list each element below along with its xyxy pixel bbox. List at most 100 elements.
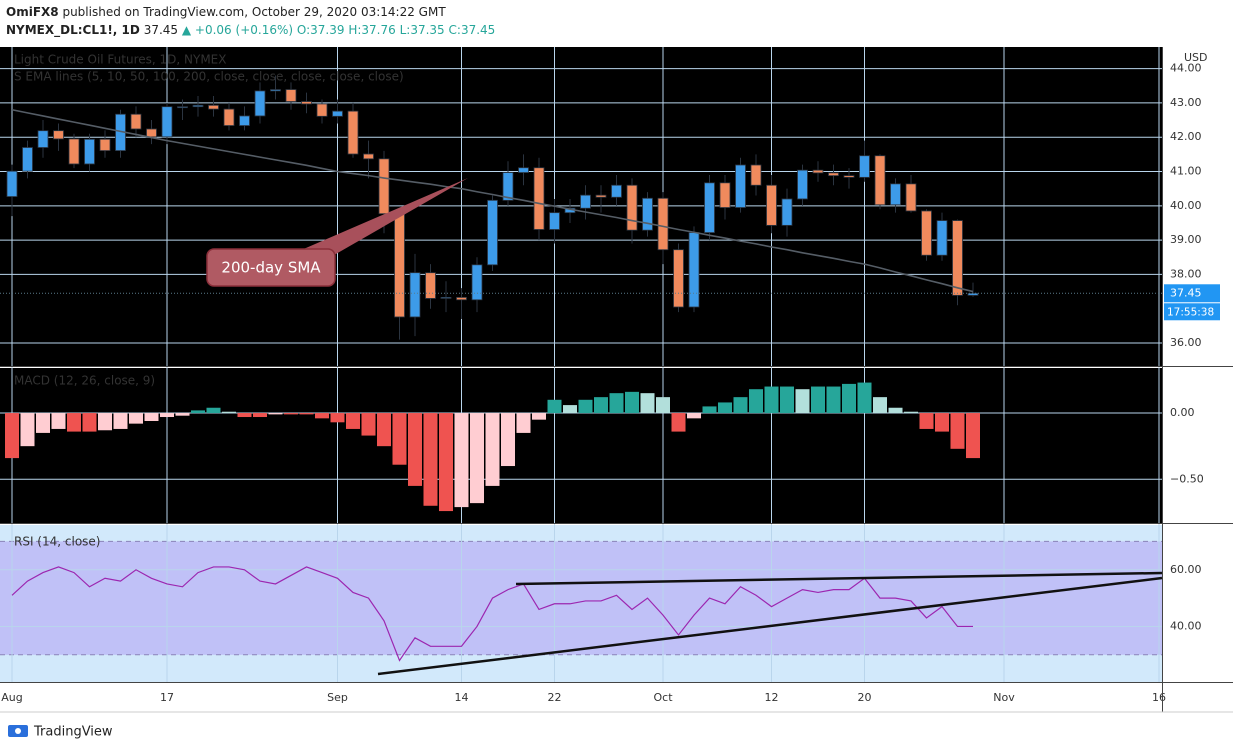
candle-body xyxy=(611,184,622,198)
logo xyxy=(8,725,28,737)
candle-body xyxy=(378,158,390,215)
footer-brand: TradingView xyxy=(33,725,113,740)
candle-body xyxy=(471,264,483,301)
pane-background xyxy=(0,368,1162,523)
candle-body xyxy=(642,197,653,231)
candle-body xyxy=(533,167,545,230)
macd-bar xyxy=(284,413,298,415)
change: ▲ +0.06 (+0.16%) xyxy=(182,23,293,37)
macd-bar xyxy=(20,413,35,447)
x-tick-label: 17 xyxy=(160,691,174,704)
candle-body xyxy=(316,103,328,117)
macd-bar xyxy=(361,413,376,436)
macd-bar xyxy=(470,413,484,504)
sma-line xyxy=(11,108,974,293)
macd-bar xyxy=(485,413,500,486)
macd-bar xyxy=(702,406,717,414)
candle-body xyxy=(332,110,343,117)
candle-body xyxy=(6,170,18,197)
macd-bar xyxy=(547,399,562,414)
macd-bar xyxy=(439,413,453,512)
macd-bar xyxy=(935,413,949,432)
candle-body xyxy=(363,153,374,160)
candle-body xyxy=(394,213,405,318)
macd-bar xyxy=(36,413,50,433)
candle-body xyxy=(890,183,901,206)
candle-body xyxy=(750,164,762,186)
candle-body xyxy=(37,130,49,148)
macd-bar xyxy=(51,413,66,429)
y-tick-label: 40.00 xyxy=(1170,199,1202,212)
macd-bar xyxy=(377,413,391,447)
y-tick-label: 44.00 xyxy=(1170,62,1202,75)
candle-body xyxy=(161,106,173,138)
callout-box xyxy=(206,248,336,287)
candle-body xyxy=(688,232,700,308)
macd-bar xyxy=(82,413,97,432)
candle-body xyxy=(285,89,297,102)
macd-bar xyxy=(408,413,422,486)
candle-body xyxy=(177,106,188,109)
macd-bar xyxy=(98,413,112,431)
macd-bar xyxy=(842,383,856,414)
plot: Aug 17 Sep 14 22 Oct 12 20 Nov 16 36.00 38.00 39.00 4… xyxy=(0,47,1233,712)
candle-body xyxy=(952,220,963,296)
candle-body xyxy=(781,198,793,226)
candle-body xyxy=(84,138,95,165)
candle-body xyxy=(22,147,33,172)
candle-body xyxy=(859,155,870,178)
y-axis-label: USD xyxy=(1184,51,1208,64)
macd-bar xyxy=(144,413,159,421)
published: published on TradingView.com, October 29… xyxy=(62,5,446,19)
pane-title: Light Crude Oil Futures, 1D, NYMEX xyxy=(14,53,226,67)
y-tick-label: 40.00 xyxy=(1170,619,1202,632)
y-tick-label: 38.00 xyxy=(1170,267,1202,280)
candle-body xyxy=(146,128,157,138)
candle-body xyxy=(53,130,64,140)
macd-bar xyxy=(795,389,810,414)
candle-body xyxy=(130,113,142,130)
candle-body xyxy=(921,210,932,256)
macd-bar xyxy=(423,413,438,506)
macd-bar xyxy=(718,402,732,414)
macd-bar xyxy=(129,413,143,424)
y-tick-label: 0.00 xyxy=(1170,406,1195,419)
x-tick-label: Nov xyxy=(993,691,1015,704)
macd-bar xyxy=(253,413,267,418)
macd-bar xyxy=(67,413,81,432)
publish-line: OmiFX8 published on TradingView.com, Oct… xyxy=(6,5,446,19)
macd-bar xyxy=(315,413,329,419)
candle-body xyxy=(595,194,607,198)
candle-body xyxy=(735,164,746,208)
macd-bar xyxy=(656,397,670,414)
macd-bar xyxy=(578,399,593,414)
rsi-band xyxy=(0,541,1162,655)
last: 37.45 xyxy=(144,23,178,37)
candle-body xyxy=(766,184,777,226)
macd-bar xyxy=(454,413,469,508)
macd-bar xyxy=(501,413,515,467)
macd-bar xyxy=(780,386,794,414)
x-tick-label: 16 xyxy=(1152,691,1166,704)
symbol-line: NYMEX_DL:CL1!, 1D 37.45 ▲ +0.06 (+0.16%)… xyxy=(6,23,495,38)
macd-bar xyxy=(671,413,686,432)
candle-body xyxy=(99,138,111,151)
macd-bar xyxy=(191,410,205,414)
candle-body xyxy=(936,220,948,256)
ohlc: O:37.39 xyxy=(297,23,345,37)
candle-body xyxy=(657,197,669,251)
macd-bar xyxy=(516,413,531,433)
x-tick-label: 20 xyxy=(858,691,872,704)
candle-body xyxy=(812,169,824,174)
candle-body xyxy=(626,184,638,231)
macd-bar xyxy=(175,413,190,416)
macd-bar xyxy=(609,393,624,414)
callout-pointer xyxy=(292,178,468,262)
macd-bar xyxy=(299,413,314,415)
x-tick-label: Aug xyxy=(1,691,22,704)
trendline xyxy=(515,571,1163,586)
macd-bar xyxy=(857,382,872,414)
ohlc: C:37.45 xyxy=(449,23,496,37)
candle-body xyxy=(874,155,886,206)
y-tick-label: 60.00 xyxy=(1170,563,1202,576)
